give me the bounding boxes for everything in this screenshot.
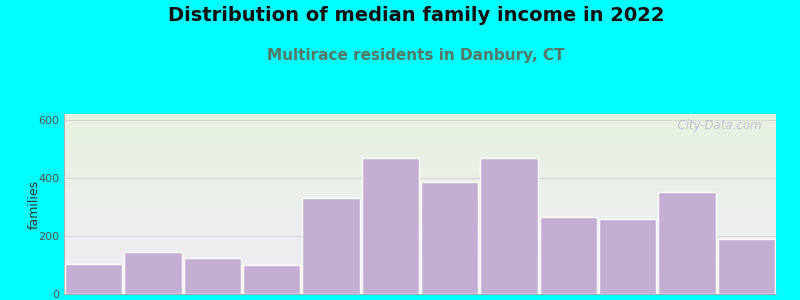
Bar <box>243 265 301 294</box>
Bar <box>718 239 775 294</box>
Bar <box>183 258 241 294</box>
Text: City-Data.com: City-Data.com <box>670 119 762 132</box>
Bar <box>599 218 657 294</box>
Bar <box>658 192 716 294</box>
Text: Multirace residents in Danbury, CT: Multirace residents in Danbury, CT <box>267 48 565 63</box>
Bar <box>124 252 182 294</box>
Bar <box>302 198 360 294</box>
Bar <box>362 158 419 294</box>
Text: Distribution of median family income in 2022: Distribution of median family income in … <box>168 6 664 25</box>
Bar <box>480 158 538 294</box>
Bar <box>539 217 597 294</box>
Bar <box>421 182 478 294</box>
Bar <box>65 263 122 294</box>
Y-axis label: families: families <box>27 179 40 229</box>
